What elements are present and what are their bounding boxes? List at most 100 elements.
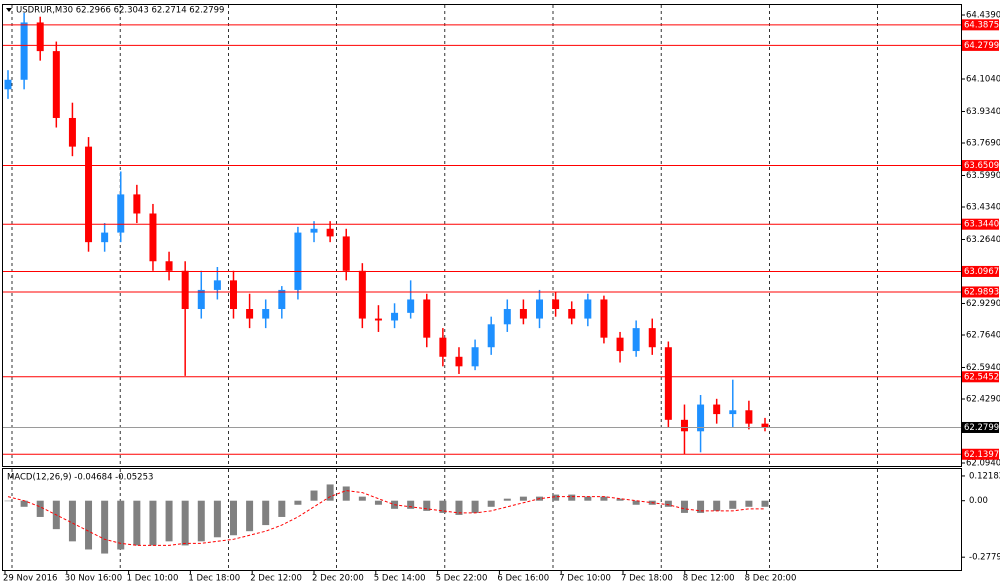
price-level-label: 64.2799: [964, 41, 999, 51]
y-tick-label: 63.2640: [966, 235, 1000, 245]
macd-bar: [407, 500, 415, 509]
x-tick-label: 7 Dec 18:00: [621, 574, 673, 584]
macd-bar: [36, 500, 44, 517]
price-level-label: 63.0967: [964, 267, 999, 277]
price-level-label: 63.3440: [964, 220, 999, 230]
candle-body: [246, 309, 254, 319]
y-tick-label: 63.5990: [966, 171, 1000, 181]
y-tick-label: 62.7640: [966, 331, 1000, 341]
candle-body: [439, 337, 447, 357]
macd-bar: [552, 494, 560, 501]
y-tick-label: 64.1040: [966, 75, 1000, 85]
macd-bar: [616, 498, 624, 501]
candle-body: [552, 299, 560, 310]
candle-body: [584, 299, 592, 319]
macd-bar: [294, 500, 302, 505]
candle-body: [391, 312, 399, 321]
y-tick-label: 62.0940: [966, 459, 1000, 469]
macd-bar: [423, 500, 431, 511]
x-tick-label: 30 Nov 16:00: [65, 574, 122, 584]
candle-body: [487, 324, 495, 348]
candle-body: [503, 309, 511, 325]
menu-icon: [6, 8, 12, 12]
macd-bar: [85, 500, 93, 550]
macd-bar: [664, 500, 672, 507]
candle-body: [68, 117, 76, 147]
macd-bar: [246, 500, 254, 532]
macd-bar: [455, 500, 463, 515]
candle-body: [20, 22, 28, 80]
candle-body: [536, 299, 544, 319]
candle-body: [52, 51, 60, 118]
macd-bar: [310, 490, 318, 501]
macd-bar: [213, 500, 221, 538]
candle-body: [745, 410, 753, 424]
candle-body: [648, 328, 656, 348]
macd-bar: [342, 486, 350, 501]
x-tick-label: 29 Nov 2016: [3, 574, 57, 584]
macd-title: MACD(12,26,9) -0.04684 -0.05253: [7, 473, 153, 483]
macd-bar: [713, 500, 721, 511]
macd-bar: [600, 496, 608, 501]
macd-bar: [439, 500, 447, 513]
y-tick-label: 62.9290: [966, 299, 1000, 309]
candle-body: [616, 337, 624, 352]
macd-bar: [358, 496, 366, 501]
macd-bar: [181, 500, 189, 546]
x-tick-label: 1 Dec 10:00: [127, 574, 179, 584]
macd-bar: [568, 494, 576, 501]
candle-body: [407, 299, 415, 313]
price-level-label: 62.1397: [964, 450, 999, 460]
macd-bar: [165, 500, 173, 542]
y-tick-label: 63.9340: [966, 107, 1000, 117]
macd-bar: [374, 500, 382, 505]
macd-bar: [697, 500, 705, 513]
macd-bar: [519, 496, 527, 501]
candle-body: [133, 194, 141, 214]
macd-bar: [101, 500, 109, 554]
x-tick-label: 1 Dec 18:00: [188, 574, 240, 584]
price-level-tag: [962, 265, 999, 277]
x-tick-label: 2 Dec 12:00: [250, 574, 302, 584]
price-level-tag: [962, 286, 999, 298]
candle-body: [294, 232, 302, 290]
candle-body: [680, 419, 688, 432]
candle-body: [229, 280, 237, 310]
macd-bar: [117, 500, 125, 550]
candle-body: [101, 232, 109, 243]
candle-body: [85, 146, 93, 243]
macd-y-tick-label: 0.00: [969, 496, 988, 506]
candle-body: [455, 356, 463, 367]
candle-body: [374, 318, 382, 321]
price-level-tag: [962, 218, 999, 230]
macd-bar: [262, 500, 270, 526]
candle-body: [600, 299, 608, 338]
macd-bar: [471, 500, 479, 513]
price-level-tag: [962, 19, 999, 31]
price-level-label: 62.9893: [964, 287, 999, 297]
candle-body: [423, 299, 431, 338]
price-level-label: 64.3875: [964, 20, 999, 30]
x-tick-label: 2 Dec 20:00: [312, 574, 364, 584]
candle-body: [262, 309, 270, 319]
macd-bar: [68, 500, 76, 542]
candle-body: [278, 289, 286, 310]
macd-bar: [680, 500, 688, 513]
candle-body: [117, 194, 125, 233]
macd-bar: [503, 498, 511, 501]
candle-body: [697, 404, 705, 432]
price-level-tag: [962, 371, 999, 383]
candle-body: [4, 79, 12, 90]
y-tick-label: 62.5940: [966, 363, 1000, 373]
y-tick-label: 62.4290: [966, 395, 1000, 405]
candle-body: [471, 347, 479, 367]
macd-bar: [278, 500, 286, 517]
macd-bar: [133, 500, 141, 546]
price-level-label: 63.6509: [964, 161, 999, 171]
candle-body: [713, 404, 721, 415]
price-level-tag: [962, 39, 999, 51]
macd-bar: [487, 500, 495, 507]
macd-signal: [7, 490, 765, 546]
